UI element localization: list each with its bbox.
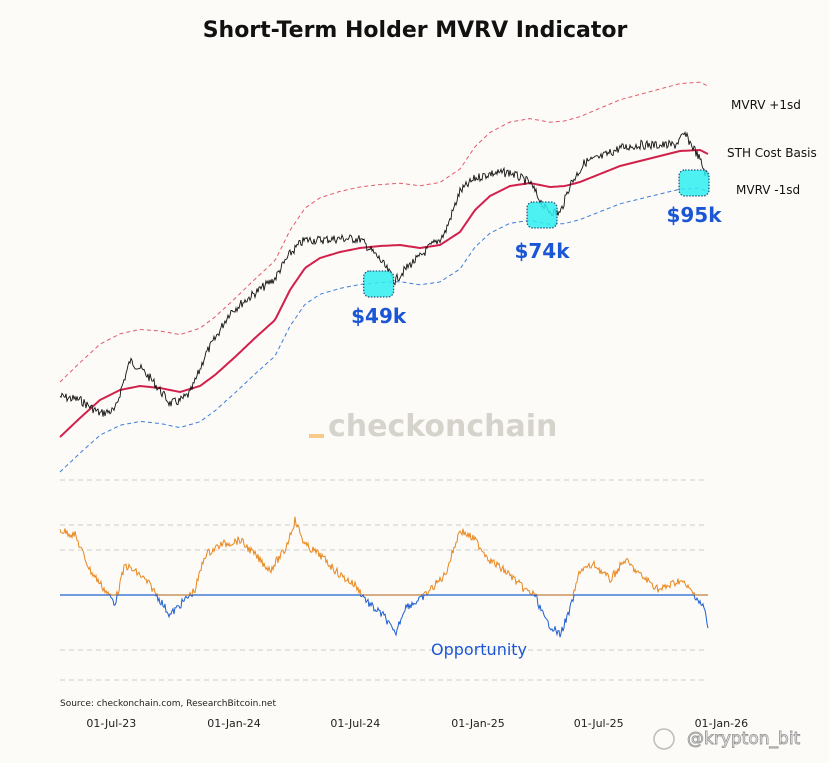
- chart-title: Short-Term Holder MVRV Indicator: [203, 18, 628, 43]
- annotations: $49k $74k $95k: [351, 169, 722, 328]
- x-tick-label: 01-Jul-25: [574, 717, 624, 730]
- annotation-label: $49k: [351, 304, 407, 328]
- price-line: [59, 131, 709, 417]
- label-sth-cost-basis: STH Cost Basis: [727, 146, 817, 160]
- annotation-box: [363, 270, 395, 298]
- x-tick-label: 01-Jan-26: [695, 717, 749, 730]
- oscillator-below-line: [60, 593, 709, 638]
- sth-cost-basis-line: [59, 148, 709, 438]
- x-axis: 01-Jul-23 01-Jan-24 01-Jul-24 01-Jan-25 01-J…: [86, 717, 748, 730]
- oscillator-above-line: [59, 516, 708, 597]
- annotation-label: $74k: [514, 239, 570, 263]
- annotation-label: $95k: [666, 203, 722, 227]
- watermark: checkonchain: [328, 409, 557, 444]
- x-tick-label: 01-Jan-24: [207, 717, 261, 730]
- x-tick-label: 01-Jan-25: [451, 717, 505, 730]
- mvrv-plus-1sd-line: [59, 81, 709, 383]
- annotation-box: [526, 201, 558, 229]
- x-tick-label: 01-Jul-23: [86, 717, 136, 730]
- handle-watermark: @krypton_bit: [687, 729, 801, 749]
- x-tick-label: 01-Jul-24: [330, 717, 380, 730]
- label-mvrv-plus-1sd: MVRV +1sd: [731, 98, 801, 112]
- label-mvrv-minus-1sd: MVRV -1sd: [736, 183, 800, 197]
- watermark-mark: [309, 434, 324, 438]
- opportunity-label: Opportunity: [431, 640, 527, 659]
- bottom-panel-grid: [60, 524, 708, 681]
- logo-icon: [653, 728, 675, 750]
- source-note: Source: checkonchain.com, ResearchBitcoi…: [60, 699, 276, 709]
- annotation-box: [678, 169, 710, 197]
